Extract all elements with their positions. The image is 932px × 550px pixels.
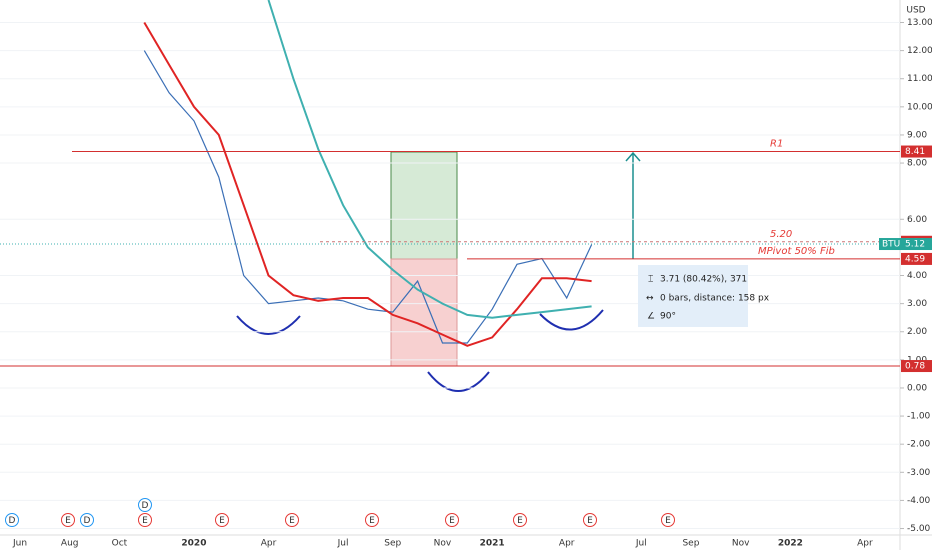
symbol-tag (879, 238, 901, 251)
y-tick-label: 10.00 (907, 102, 932, 112)
event-label: D (84, 516, 91, 526)
line (143, 50, 593, 344)
event-marker (215, 513, 229, 527)
level-name: MPivot 50% Fib (758, 246, 835, 257)
y-tick-label: 6.00 (907, 215, 927, 225)
event-label: E (665, 516, 671, 526)
event-label: E (289, 516, 295, 526)
event-marker (61, 513, 75, 527)
y-tick-label: -3.00 (907, 468, 931, 478)
event-marker (513, 513, 527, 527)
y-tick-label: 4.00 (907, 271, 927, 281)
y-tick-label: -1.00 (907, 412, 931, 422)
event-marker (365, 513, 379, 527)
y-tick-label: 12.00 (907, 46, 932, 56)
event-label: E (219, 516, 225, 526)
y-tick-label: -4.00 (907, 496, 931, 506)
event-label: E (142, 516, 148, 526)
event-marker (138, 498, 152, 512)
x-tick-label: Sep (384, 539, 401, 549)
price-tag (901, 252, 932, 265)
event-marker (445, 513, 459, 527)
info-icon: ∠ (647, 312, 655, 322)
event-label: E (587, 516, 593, 526)
info-box: 3.71 (80.42%), 371 0 bars, distance: 158… (638, 265, 770, 327)
event-label: D (9, 516, 16, 526)
y-tick-label: 9.00 (907, 130, 927, 140)
y-tick-label: 13.00 (907, 18, 932, 28)
price-tag-label: 0.78 (905, 362, 925, 372)
event-label: E (517, 516, 523, 526)
x-tick-label: 2021 (480, 539, 505, 549)
currency: USD (906, 6, 925, 16)
level-name: 5.20 (770, 229, 792, 240)
event-marker (661, 513, 675, 527)
price-tag (901, 360, 932, 373)
plot (0, 0, 900, 530)
y-tick-label: 0.00 (907, 383, 927, 393)
arrow-head (625, 151, 641, 162)
line (267, 0, 592, 319)
event-label: E (65, 516, 71, 526)
pattern-curve (427, 371, 490, 392)
x-tick-label: Oct (112, 539, 128, 549)
line (143, 21, 592, 347)
y-tick-label: 11.00 (907, 74, 932, 84)
y-tick-label: 8.00 (907, 159, 927, 169)
x-tick-label: Apr (857, 539, 873, 549)
symbol-tag-label: BTU (882, 240, 900, 250)
x-tick-label: Apr (559, 539, 575, 549)
price-tag-label: 8.41 (905, 147, 925, 157)
pattern-curve (539, 309, 604, 331)
position-profit (390, 151, 458, 260)
x-tick-label: Nov (434, 539, 452, 549)
y-tick-label: -5.00 (907, 524, 931, 534)
x-tick-label: 2020 (181, 539, 206, 549)
y-tick-label: 3.00 (907, 299, 927, 309)
x-tick-label: Apr (261, 539, 277, 549)
x-tick-label: Nov (732, 539, 750, 549)
level-name: R1 (770, 139, 783, 150)
event-marker (583, 513, 597, 527)
event-marker (80, 513, 94, 527)
x-tick-label: Aug (61, 539, 79, 549)
info-icon: ↔ (646, 294, 654, 304)
y-tick-label: 2.00 (907, 327, 927, 337)
event-marker (138, 513, 152, 527)
price-tag-label: 4.59 (905, 254, 925, 264)
event-marker (285, 513, 299, 527)
info-text: 90° (660, 312, 676, 322)
price-tag-label: 5.12 (905, 240, 925, 250)
event-marker (5, 513, 19, 527)
x-tick-label: Sep (682, 539, 699, 549)
pattern-curve (236, 315, 301, 335)
price-tag (901, 238, 932, 251)
info-icon: ⌶ (648, 275, 653, 285)
x-tick-label: Jul (635, 539, 647, 549)
y-tick-label: -2.00 (907, 440, 931, 450)
x-tick-label: 2022 (778, 539, 803, 549)
info-panel (638, 265, 748, 327)
info-text: 3.71 (80.42%), 371 (660, 275, 747, 285)
event-label: D (142, 501, 149, 511)
event-label: E (369, 516, 375, 526)
info-text: 0 bars, distance: 158 px (660, 294, 770, 304)
price-tag (901, 145, 932, 158)
event-label: E (449, 516, 455, 526)
x-tick-label: Jun (12, 539, 27, 549)
x-tick-label: Jul (337, 539, 349, 549)
